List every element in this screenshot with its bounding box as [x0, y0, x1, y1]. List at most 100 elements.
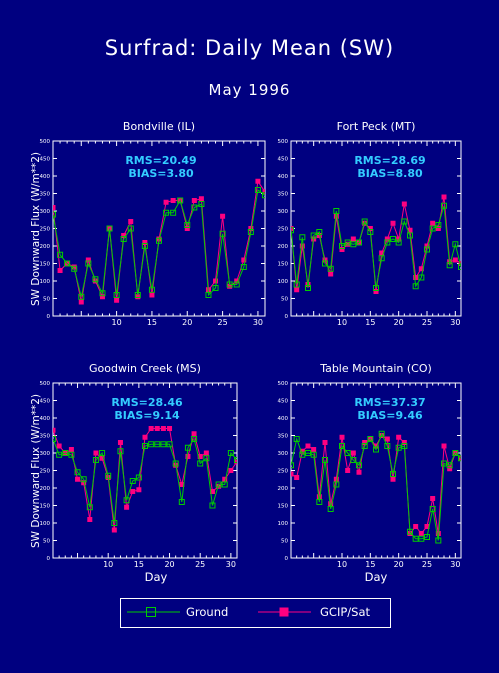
y-tick-label: 300	[278, 451, 289, 457]
data-point	[247, 229, 254, 235]
data-point	[378, 255, 385, 262]
data-point	[191, 436, 198, 442]
x-tick-label: 15	[365, 560, 375, 569]
data-point	[356, 469, 362, 475]
data-point	[379, 250, 385, 256]
data-point	[322, 257, 328, 263]
data-point	[373, 289, 379, 294]
x-tick-label: 20	[394, 318, 404, 327]
x-axis-label-2: Day	[365, 570, 388, 584]
data-point	[86, 504, 93, 511]
data-point	[452, 450, 459, 456]
rms-label: RMS=37.37	[354, 396, 425, 409]
x-tick-label: 10	[337, 560, 347, 569]
data-point	[396, 236, 402, 242]
data-point	[401, 440, 407, 445]
data-point	[310, 451, 317, 458]
data-point	[362, 440, 368, 445]
data-point	[350, 236, 356, 242]
data-point	[53, 436, 56, 442]
y-tick-label: 0	[47, 314, 51, 320]
data-point	[452, 241, 459, 248]
y-tick-label: 150	[278, 262, 289, 268]
data-point	[154, 441, 161, 448]
data-point	[418, 274, 425, 281]
x-tick-label: 20	[394, 560, 404, 569]
data-point	[198, 201, 205, 207]
data-point	[441, 460, 447, 467]
data-point	[262, 192, 265, 199]
data-point	[74, 469, 81, 476]
data-point	[128, 219, 134, 224]
data-point	[53, 427, 56, 433]
data-point	[305, 450, 311, 456]
data-point	[396, 434, 402, 440]
data-point	[452, 257, 458, 263]
data-point	[390, 236, 396, 242]
panel-fort-peck: Fort Peck (MT) 0 50 100 150 200 250 300 350 400 45…	[278, 120, 462, 327]
data-point	[99, 290, 106, 297]
data-point	[215, 481, 222, 488]
data-point	[291, 226, 294, 231]
bias-label: BIAS=3.80	[128, 167, 194, 180]
data-point	[361, 218, 368, 225]
x-tick-label: 10	[337, 318, 347, 327]
data-point	[429, 225, 436, 232]
data-point	[328, 501, 334, 507]
data-point	[87, 517, 93, 522]
data-point	[198, 196, 204, 202]
bias-label: BIAS=9.46	[357, 409, 423, 422]
y-tick-label: 250	[278, 469, 289, 475]
panel-table-mountain: Table Mountain (CO) 0 50 100 150 200 250 300 350…	[278, 362, 462, 569]
panel-title: Table Mountain (CO)	[319, 362, 432, 375]
panel-goodwin-creek: Goodwin Creek (MS) 0 50 100 150 200 250 300 350 4…	[40, 362, 238, 569]
data-point	[435, 226, 441, 231]
data-point	[184, 222, 191, 228]
data-point	[78, 299, 84, 305]
data-point	[327, 506, 334, 512]
data-point	[299, 451, 306, 458]
data-point	[367, 436, 374, 442]
data-point	[379, 433, 385, 438]
data-point	[441, 443, 447, 449]
y-tick-label: 50	[43, 297, 50, 303]
y-tick-label: 350	[278, 434, 289, 440]
data-point	[123, 497, 130, 504]
data-point	[418, 535, 425, 542]
data-point	[373, 285, 379, 291]
data-point	[227, 450, 234, 456]
y-tick-label: 300	[40, 209, 51, 215]
data-point	[184, 444, 191, 451]
x-tick-label: 10	[112, 318, 122, 327]
data-point	[197, 460, 204, 467]
data-point	[105, 472, 112, 479]
data-point	[114, 297, 120, 303]
data-point	[80, 476, 87, 483]
y-tick-label: 100	[40, 521, 51, 527]
data-point	[111, 520, 118, 526]
data-point	[226, 281, 233, 288]
series-line	[291, 196, 461, 292]
y-tick-label: 450	[40, 157, 51, 163]
data-point	[57, 251, 64, 258]
data-point	[430, 496, 436, 501]
data-point	[418, 531, 424, 536]
data-point	[316, 499, 323, 505]
data-point	[62, 450, 69, 456]
y-tick-label: 450	[278, 157, 289, 163]
data-point	[333, 208, 340, 214]
data-point	[148, 441, 155, 448]
panel-bondville: Bondville (IL) 0 50 100 150 200 250 300 350 400 45…	[40, 120, 266, 327]
data-point	[401, 218, 408, 225]
data-point	[254, 187, 261, 193]
data-point	[293, 436, 300, 442]
data-point	[172, 460, 179, 467]
data-point	[316, 233, 322, 238]
data-point	[291, 462, 294, 469]
data-point	[262, 189, 265, 195]
data-point	[361, 443, 368, 449]
x-tick-label: 20	[182, 318, 192, 327]
data-point	[424, 246, 430, 253]
data-point	[395, 239, 402, 246]
x-tick-label: 15	[134, 560, 144, 569]
